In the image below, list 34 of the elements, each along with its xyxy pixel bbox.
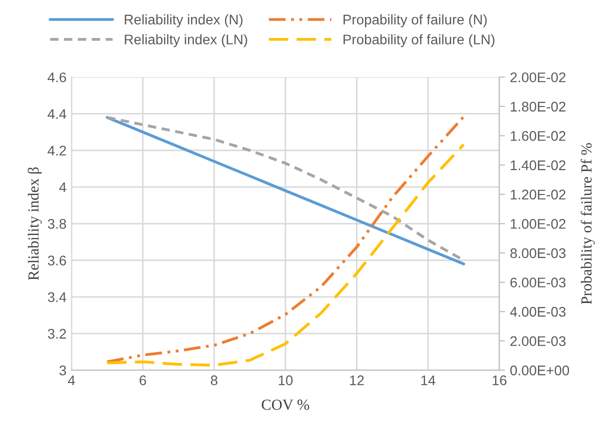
x-tick-label: 10 (278, 375, 293, 386)
y2-tick-label: 1.20E-02 (510, 190, 566, 200)
y2-tick-label: 2.00E-03 (510, 336, 566, 346)
x-tick-label: 8 (210, 375, 218, 386)
y-tick-label: 4.4 (48, 109, 66, 119)
y-tick-label: 4.2 (48, 146, 66, 156)
y2-tick-label: 4.00E-03 (510, 306, 566, 317)
x-tick-label: 12 (350, 375, 364, 386)
y2-tick-label: 1.60E-02 (510, 131, 566, 141)
y-tick-label: 3.4 (48, 292, 66, 302)
y-tick-label: 3.6 (48, 256, 66, 266)
y-tick-label: 3 (59, 366, 66, 376)
x-tick-label: 4 (68, 376, 75, 386)
legend-label: Probability of failure (LN) (344, 34, 494, 48)
x-tick-label: 16 (492, 375, 506, 386)
y-tick-label: 4.6 (48, 72, 66, 82)
y-axis-title: Reliability index β (28, 167, 42, 280)
y2-tick-label: 1.80E-02 (510, 102, 566, 112)
x-axis-title: COV % (262, 400, 310, 410)
x-tick-label: 6 (140, 375, 146, 386)
y2-tick-label: 1.40E-02 (510, 160, 566, 170)
y2-axis-title: Probability of failure Pf % (580, 143, 595, 304)
y2-tick-label: 8.00E-03 (510, 248, 566, 258)
y2-tick-label: 0.00E+00 (510, 366, 570, 376)
y-tick-label: 3.2 (48, 328, 66, 339)
y2-tick-label: 1.00E-02 (510, 218, 566, 229)
y2-tick-label: 6.00E-03 (510, 278, 566, 288)
y2-tick-label: 2.00E-02 (510, 72, 566, 82)
x-tick-label: 14 (421, 376, 436, 386)
y-tick-label: 4 (59, 182, 66, 192)
legend-label: Reliabilty index (LN) (124, 34, 248, 48)
legend-label: Reliability index (N) (124, 14, 243, 28)
y-tick-label: 3.8 (48, 218, 66, 229)
legend-label: Propability of failure (N) (344, 14, 487, 28)
